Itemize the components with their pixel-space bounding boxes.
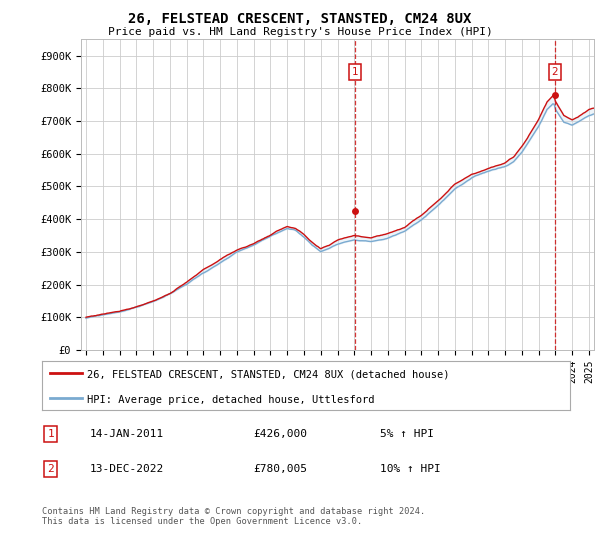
Text: £426,000: £426,000 [253, 430, 307, 440]
Text: 14-JAN-2011: 14-JAN-2011 [89, 430, 164, 440]
Text: 26, FELSTEAD CRESCENT, STANSTED, CM24 8UX (detached house): 26, FELSTEAD CRESCENT, STANSTED, CM24 8U… [87, 370, 449, 380]
Text: 26, FELSTEAD CRESCENT, STANSTED, CM24 8UX: 26, FELSTEAD CRESCENT, STANSTED, CM24 8U… [128, 12, 472, 26]
Text: 13-DEC-2022: 13-DEC-2022 [89, 464, 164, 474]
Text: 5% ↑ HPI: 5% ↑ HPI [380, 430, 434, 440]
Text: 2: 2 [47, 464, 54, 474]
Text: 1: 1 [47, 430, 54, 440]
Text: HPI: Average price, detached house, Uttlesford: HPI: Average price, detached house, Uttl… [87, 395, 374, 404]
Text: £780,005: £780,005 [253, 464, 307, 474]
Text: Price paid vs. HM Land Registry's House Price Index (HPI): Price paid vs. HM Land Registry's House … [107, 27, 493, 37]
Text: 1: 1 [352, 67, 358, 77]
Text: Contains HM Land Registry data © Crown copyright and database right 2024.
This d: Contains HM Land Registry data © Crown c… [42, 507, 425, 526]
Text: 10% ↑ HPI: 10% ↑ HPI [380, 464, 440, 474]
Text: 2: 2 [551, 67, 558, 77]
